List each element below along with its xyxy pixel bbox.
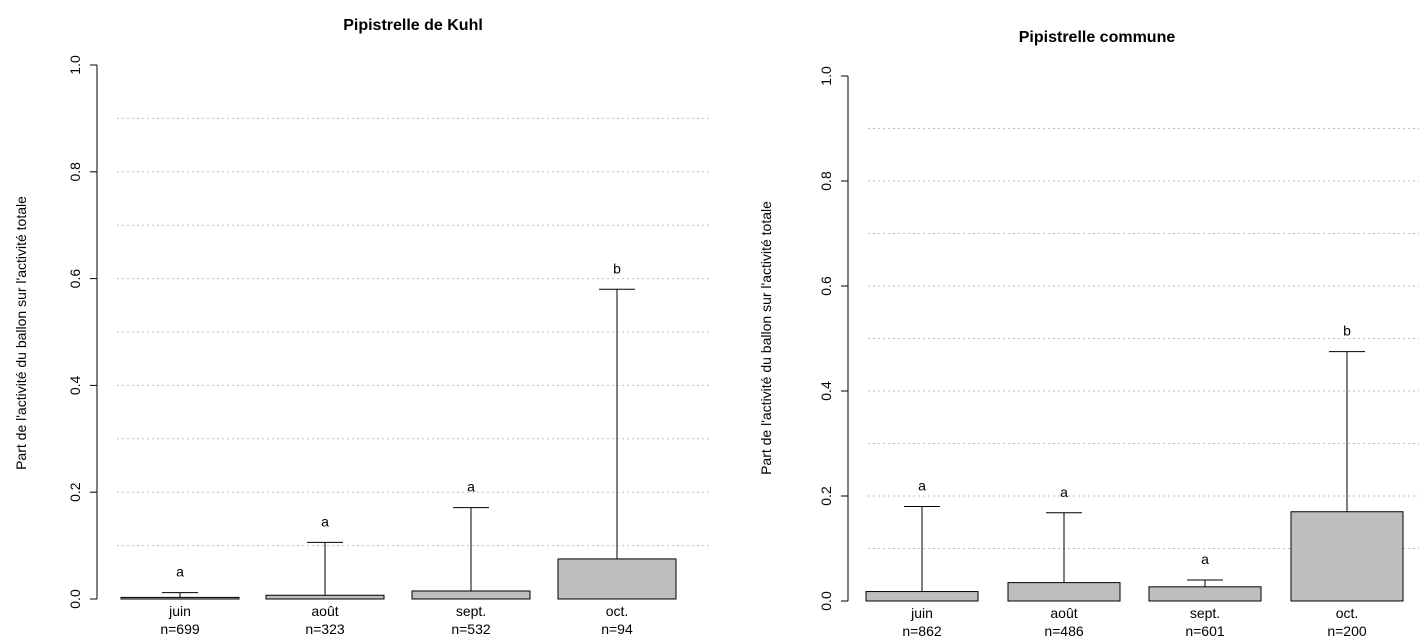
sample-size-label: n=699 [160, 621, 200, 637]
sample-size-label: n=200 [1327, 623, 1367, 639]
y-tick-label: 0.4 [818, 381, 834, 401]
chart-panel-commune: Pipistrelle commune Part de l'activité du… [758, 29, 1419, 639]
bar [557, 558, 677, 600]
y-tick-label: 0.0 [818, 591, 834, 611]
y-tick-label: 0.8 [67, 162, 83, 182]
y-tick-label: 1.0 [818, 66, 834, 86]
group-letter: a [1060, 484, 1068, 500]
group-letter: a [467, 479, 475, 495]
y-tick-label: 1.0 [67, 55, 83, 75]
y-tick-label: 0.6 [67, 269, 83, 289]
group-letter: a [918, 478, 926, 494]
sample-size-label: n=532 [451, 621, 491, 637]
bar [1148, 586, 1262, 602]
group-letter: a [321, 513, 329, 529]
sample-size-label: n=323 [305, 621, 345, 637]
y-tick-label: 0.6 [818, 276, 834, 296]
category-label: sept. [1190, 605, 1220, 621]
bar [120, 596, 240, 600]
y-tick-label: 0.8 [818, 171, 834, 191]
category-label: août [1050, 605, 1077, 621]
category-label: sept. [456, 603, 486, 619]
sample-size-label: n=486 [1044, 623, 1084, 639]
chart-title: Pipistrelle commune [1019, 29, 1176, 46]
group-letter: b [613, 260, 621, 276]
chart-panel-kuhl: Pipistrelle de Kuhl Part de l'activité du… [13, 17, 710, 637]
y-tick-label: 0.2 [818, 486, 834, 506]
bar [865, 591, 979, 602]
group-letter: a [1201, 551, 1209, 567]
y-axis-label: Part de l'activité du ballon sur l'activ… [13, 196, 29, 470]
y-tick-label: 0.4 [67, 375, 83, 395]
sample-size-label: n=94 [601, 621, 633, 637]
category-label: juin [168, 603, 191, 619]
y-tick-label: 0.2 [67, 482, 83, 502]
category-label: août [311, 603, 338, 619]
category-label: oct. [1336, 605, 1359, 621]
bar [1007, 582, 1121, 602]
bar [411, 590, 531, 600]
sample-size-label: n=601 [1185, 623, 1225, 639]
y-axis-label: Part de l'activité du ballon sur l'activ… [758, 201, 774, 475]
bar [1290, 511, 1404, 602]
group-letter: b [1343, 323, 1351, 339]
y-tick-label: 0.0 [67, 589, 83, 609]
category-label: oct. [606, 603, 629, 619]
chart-title: Pipistrelle de Kuhl [343, 17, 483, 34]
sample-size-label: n=862 [902, 623, 942, 639]
category-label: juin [910, 605, 933, 621]
group-letter: a [176, 564, 184, 580]
bar [265, 594, 385, 600]
